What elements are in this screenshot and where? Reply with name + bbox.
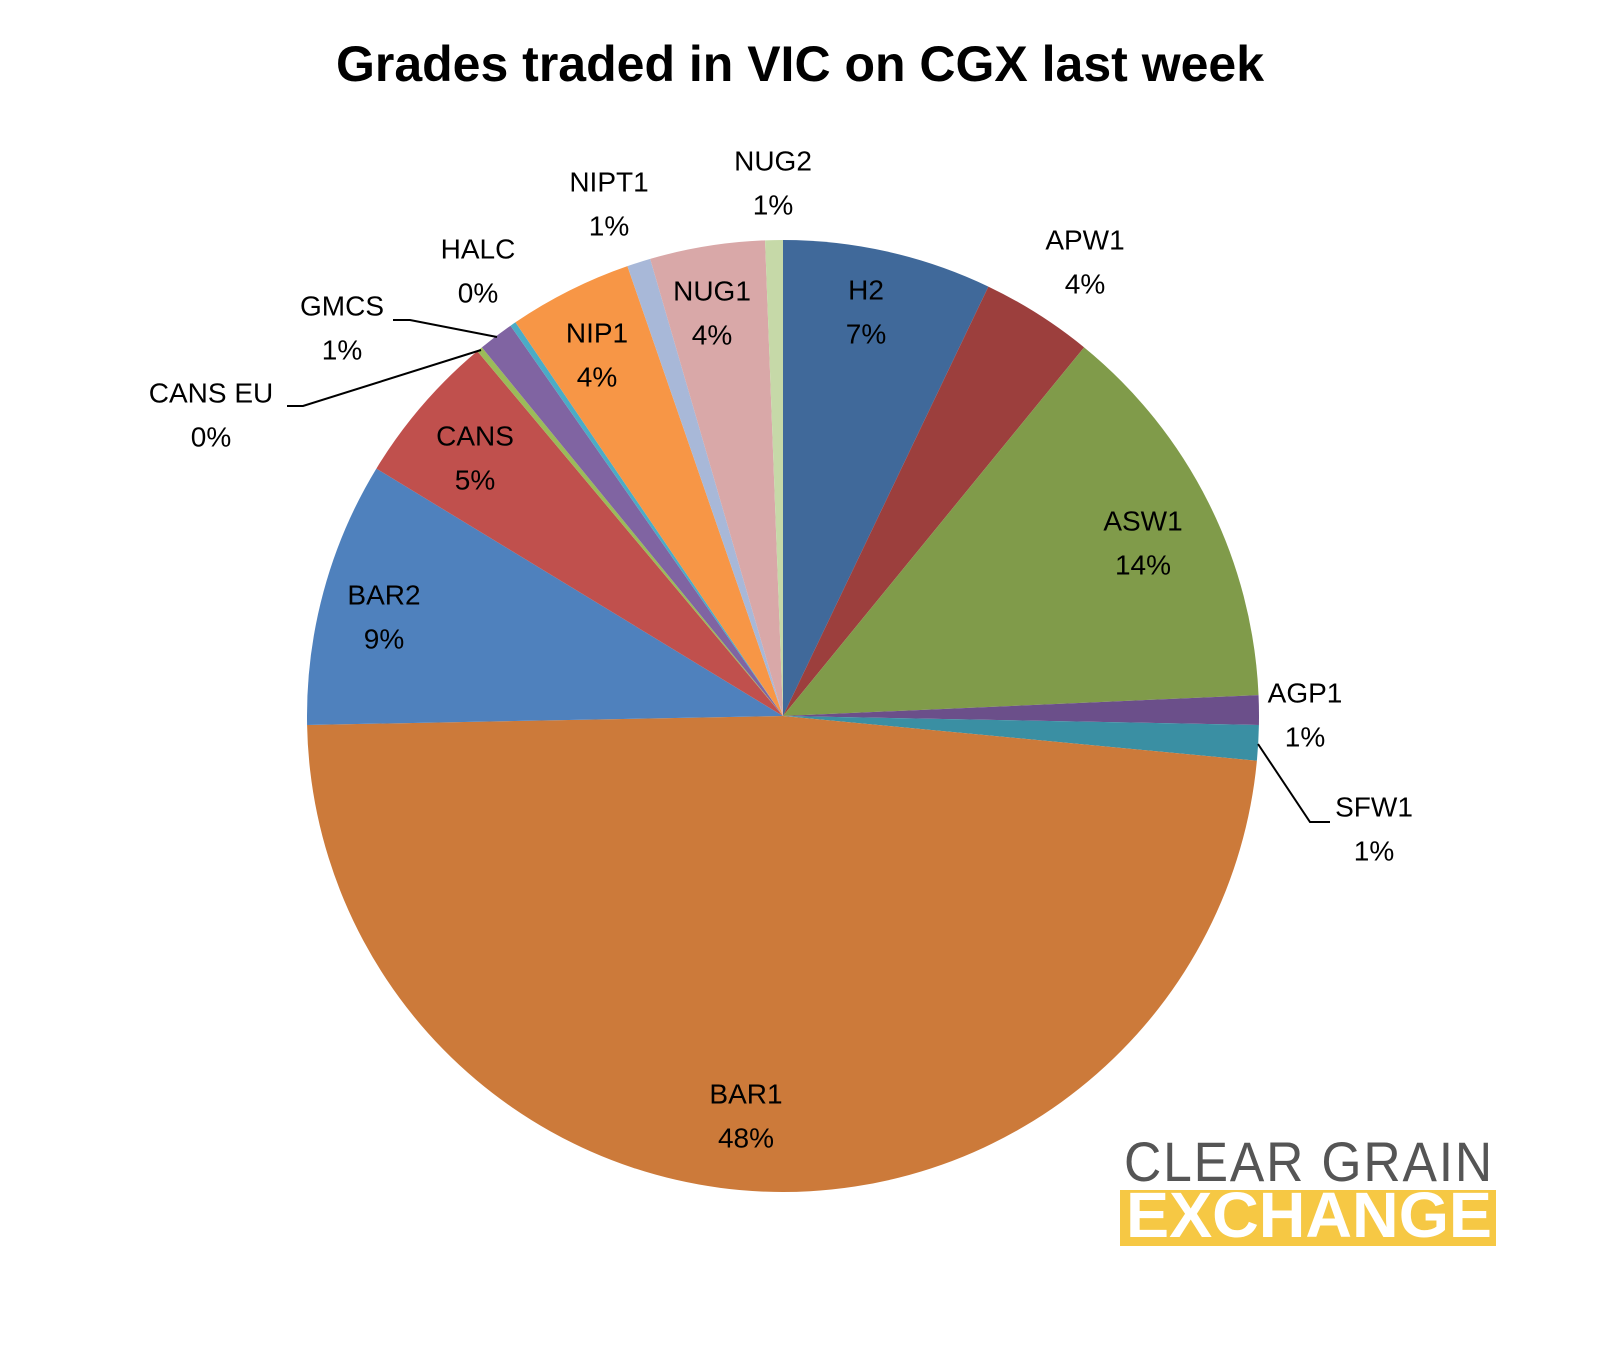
leader-line [393, 319, 498, 338]
slice-value: 5% [455, 464, 495, 495]
slice-value: 9% [364, 623, 404, 654]
slice-name: CANS [436, 420, 514, 451]
slice-value: 7% [846, 318, 886, 349]
pie-slice [376, 351, 783, 716]
slice-name: H2 [848, 274, 884, 305]
slice-value: 1% [322, 334, 362, 365]
slice-value: 1% [753, 189, 793, 220]
pie-slice [477, 347, 783, 716]
leader-line [1257, 743, 1330, 823]
logo-line1: CLEAR GRAIN [1124, 1130, 1494, 1193]
pie-slice [510, 322, 783, 716]
slice-name: NUG2 [734, 145, 812, 176]
logo-line2: EXCHANGE [1126, 1179, 1492, 1251]
slice-value: 4% [692, 319, 732, 350]
pie-slice [783, 695, 1259, 725]
slice-name: SFW1 [1335, 791, 1413, 822]
slice-value: 1% [1285, 721, 1325, 752]
slice-value: 0% [191, 421, 231, 452]
pie-slice [307, 468, 783, 725]
pie-slice [783, 716, 1259, 761]
pie-slice [307, 716, 1257, 1193]
slice-name: NIPT1 [569, 166, 648, 197]
pie-slice [783, 347, 1259, 716]
pie-slice [515, 266, 783, 716]
slice-value: 4% [577, 361, 617, 392]
leader-line [287, 349, 482, 407]
slice-name: CANS EU [149, 377, 273, 408]
slice-value: 48% [718, 1122, 774, 1153]
slice-name: NUG1 [673, 275, 751, 306]
pie-slice [481, 325, 783, 716]
pie-slice [783, 286, 1085, 716]
pie-slice [650, 240, 783, 717]
slice-name: ASW1 [1103, 505, 1182, 536]
slice-name: AGP1 [1268, 677, 1343, 708]
slice-value: 1% [589, 210, 629, 241]
slice-value: 1% [1354, 835, 1394, 866]
pie-slice [783, 240, 989, 716]
slice-name: NIP1 [566, 317, 628, 348]
pie-slice [765, 240, 783, 716]
logo: CLEAR GRAIN EXCHANGE [1120, 1130, 1496, 1251]
pie-slice [627, 258, 783, 716]
slice-value: 4% [1065, 268, 1105, 299]
slice-name: HALC [441, 233, 516, 264]
slice-value: 14% [1115, 549, 1171, 580]
slice-name: GMCS [300, 290, 384, 321]
slice-name: BAR1 [709, 1078, 782, 1109]
logo-box [1120, 1190, 1496, 1246]
data-labels: H2 7% APW1 4% ASW1 14% AGP1 1% SFW1 1% BAR1 48% BAR2… [149, 145, 1413, 1153]
slice-name: APW1 [1045, 224, 1124, 255]
slice-value: 0% [458, 277, 498, 308]
pie [307, 240, 1259, 1193]
slice-name: BAR2 [347, 579, 420, 610]
chart-title: Grades traded in VIC on CGX last week [336, 36, 1264, 92]
